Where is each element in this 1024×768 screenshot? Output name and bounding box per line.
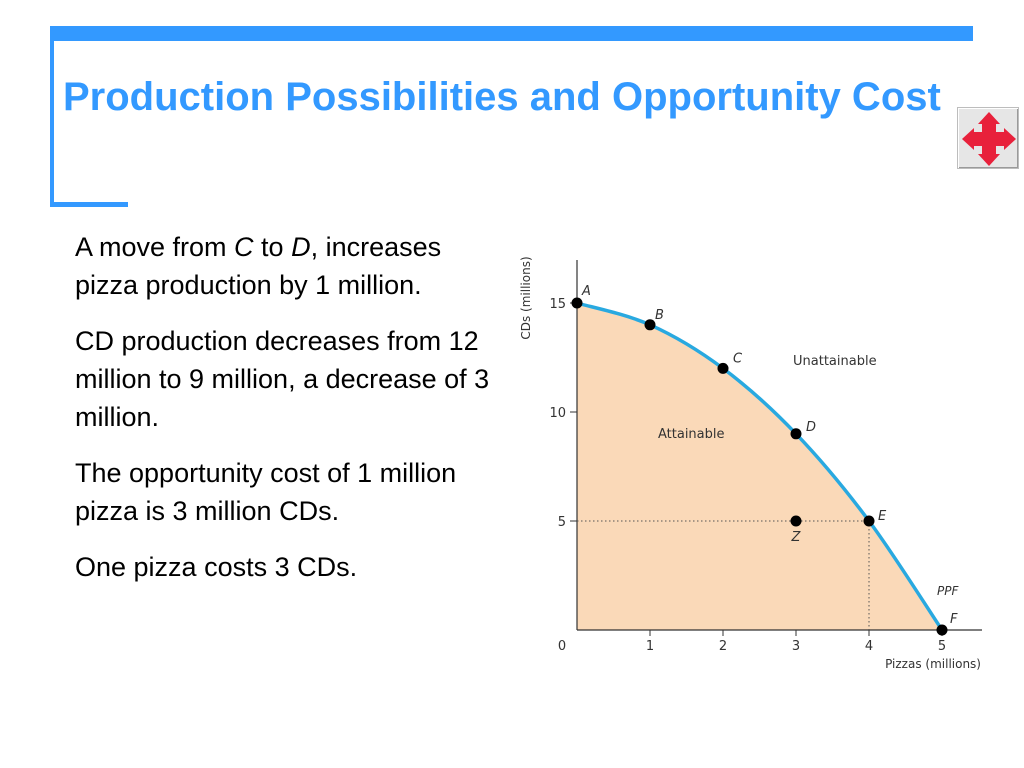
point-c — [717, 362, 729, 374]
point-d — [790, 428, 802, 440]
point-z — [790, 515, 802, 527]
body-text: A move from C to D, increases pizza prod… — [75, 228, 495, 604]
x-tick-label: 2 — [719, 639, 727, 654]
point-c-ref: C — [234, 232, 254, 262]
x-tick-label: 4 — [865, 639, 873, 654]
y-tick-label: 10 — [549, 406, 566, 421]
paragraph-move-text-1: A move from — [75, 232, 235, 262]
point-b — [644, 319, 656, 331]
point-label-c: C — [733, 351, 743, 366]
navigation-button[interactable] — [957, 107, 1019, 169]
ppf-chart: 5 10 15 1 2 3 4 5 0 Pizzas (millions) CDs (million… — [519, 256, 982, 671]
ppf-label: PPF — [937, 584, 959, 598]
paragraph-pizza-cost: One pizza costs 3 CDs. — [75, 552, 358, 582]
attainable-region — [577, 303, 942, 630]
point-label-d: D — [806, 420, 816, 435]
y-tick-label: 5 — [558, 515, 566, 530]
paragraph-cd-decrease: CD production decreases from 12 million … — [75, 326, 490, 432]
title-accent-bar-top — [50, 26, 973, 41]
x-tick-label: 1 — [646, 639, 654, 654]
origin-label: 0 — [558, 639, 566, 654]
point-label-z: Z — [791, 530, 802, 545]
paragraph-move: A move from C to D, increases pizza prod… — [75, 228, 495, 304]
point-a — [571, 297, 583, 309]
paragraph-opportunity-cost: The opportunity cost of 1 million pizza … — [75, 458, 457, 526]
y-axis-title: CDs (millions) — [519, 256, 533, 339]
title-accent-bar-left — [50, 26, 54, 206]
y-tick-label: 15 — [549, 297, 566, 312]
paragraph-move-text-3: , increases pizza production by 1 millio… — [75, 232, 442, 300]
x-tick-label: 3 — [792, 639, 800, 654]
title-accent-bar-bottom — [50, 202, 128, 207]
unattainable-label: Unattainable — [793, 354, 877, 369]
x-axis-title: Pizzas (millions) — [885, 657, 981, 671]
x-tick-label: 5 — [938, 639, 946, 654]
four-way-arrow-icon — [962, 112, 1016, 166]
point-f — [936, 624, 948, 636]
slide-title: Production Possibilities and Opportunity… — [63, 75, 941, 119]
point-label-f: F — [950, 612, 958, 627]
point-e — [863, 515, 875, 527]
point-d-ref: D — [291, 232, 311, 262]
point-label-b: B — [655, 308, 664, 323]
point-label-a: A — [581, 284, 591, 299]
paragraph-move-text-2: to — [253, 232, 292, 262]
point-label-e: E — [878, 509, 887, 524]
attainable-label: Attainable — [658, 427, 725, 442]
